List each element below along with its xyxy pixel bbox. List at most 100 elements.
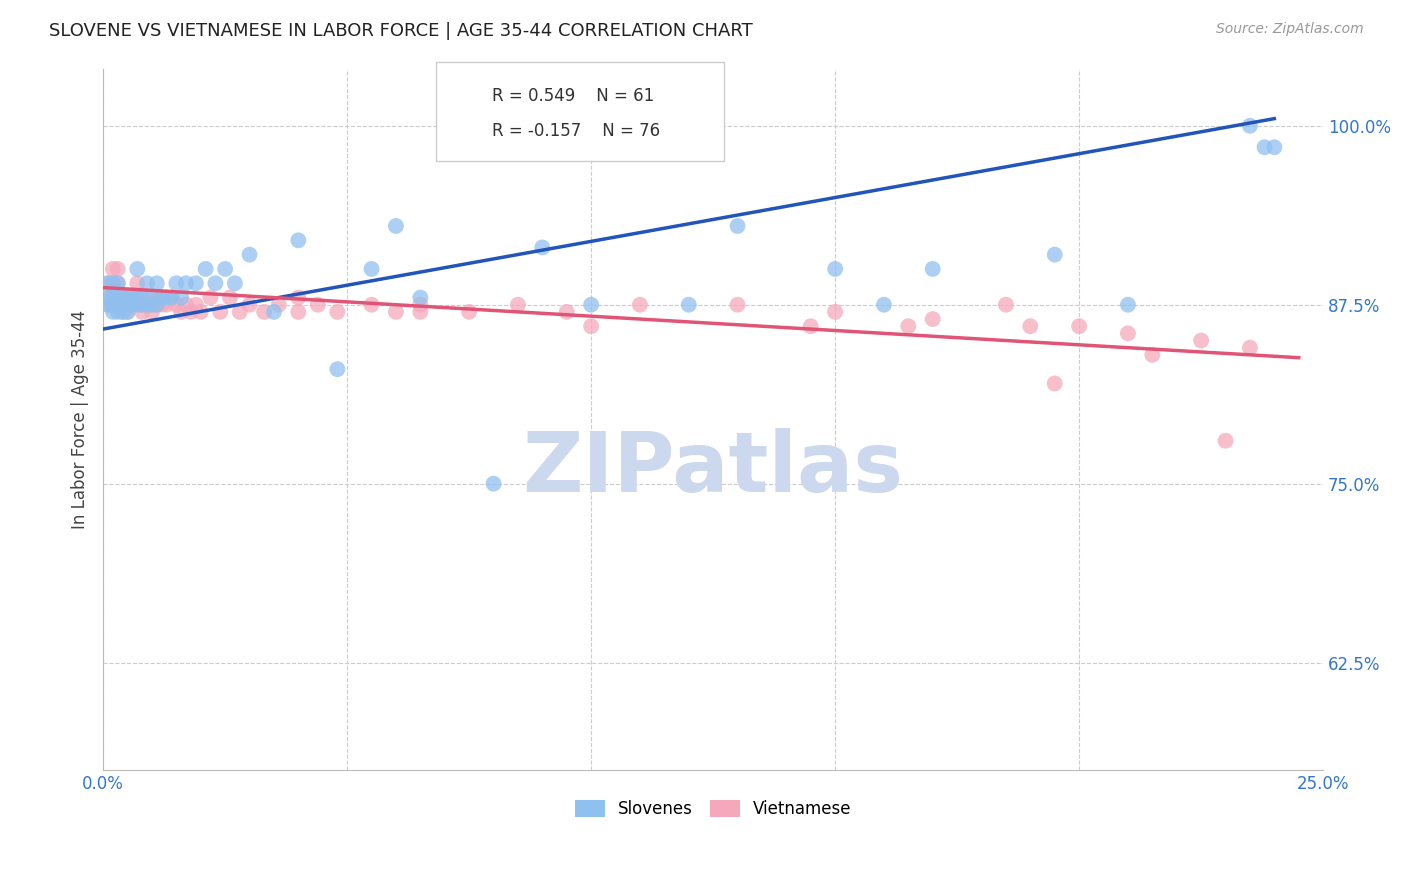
Text: Source: ZipAtlas.com: Source: ZipAtlas.com	[1216, 22, 1364, 37]
Point	[727, 298, 749, 312]
Point	[107, 298, 129, 312]
Point	[204, 277, 226, 291]
Point	[111, 291, 134, 305]
Point	[121, 291, 143, 305]
Point	[131, 291, 153, 305]
Point	[127, 298, 149, 312]
Point	[150, 298, 173, 312]
Point	[121, 298, 143, 312]
Point	[107, 298, 129, 312]
Point	[326, 305, 349, 319]
Point	[409, 298, 432, 312]
Point	[170, 291, 193, 305]
Point	[136, 277, 159, 291]
Point	[824, 305, 846, 319]
Point	[579, 298, 602, 312]
Point	[117, 305, 139, 319]
Point	[727, 219, 749, 233]
Point	[190, 305, 212, 319]
Text: R = -0.157    N = 76: R = -0.157 N = 76	[492, 122, 661, 140]
Point	[136, 298, 159, 312]
Point	[131, 298, 153, 312]
Point	[921, 312, 943, 326]
Point	[136, 298, 159, 312]
Point	[97, 291, 120, 305]
Point	[97, 298, 120, 312]
Point	[127, 277, 149, 291]
Point	[214, 262, 236, 277]
Point	[229, 305, 252, 319]
Text: SLOVENE VS VIETNAMESE IN LABOR FORCE | AGE 35-44 CORRELATION CHART: SLOVENE VS VIETNAMESE IN LABOR FORCE | A…	[49, 22, 754, 40]
Text: ZIPatlas: ZIPatlas	[523, 428, 904, 508]
Point	[117, 298, 139, 312]
Point	[165, 277, 187, 291]
Point	[1043, 376, 1066, 391]
Point	[101, 305, 124, 319]
Point	[1189, 334, 1212, 348]
Point	[155, 291, 177, 305]
Point	[107, 298, 129, 312]
Point	[224, 277, 246, 291]
Point	[209, 305, 232, 319]
Point	[1253, 140, 1275, 154]
Point	[555, 305, 578, 319]
Point	[97, 277, 120, 291]
Point	[117, 291, 139, 305]
Point	[155, 298, 177, 312]
Point	[360, 298, 382, 312]
Point	[360, 262, 382, 277]
Point	[160, 291, 183, 305]
Point	[107, 291, 129, 305]
Point	[385, 219, 408, 233]
Point	[141, 298, 163, 312]
Point	[174, 298, 197, 312]
Point	[531, 240, 554, 254]
Point	[107, 262, 129, 277]
Point	[127, 291, 149, 305]
Point	[219, 291, 242, 305]
Point	[326, 362, 349, 376]
Point	[238, 247, 260, 261]
Point	[409, 291, 432, 305]
Point	[921, 262, 943, 277]
Point	[146, 298, 169, 312]
Point	[121, 291, 143, 305]
Point	[238, 298, 260, 312]
Point	[127, 298, 149, 312]
Point	[107, 277, 129, 291]
Point	[136, 291, 159, 305]
Point	[180, 305, 202, 319]
Point	[184, 298, 207, 312]
Point	[107, 277, 129, 291]
Legend: Slovenes, Vietnamese: Slovenes, Vietnamese	[568, 793, 858, 825]
Point	[628, 298, 651, 312]
Point	[165, 298, 187, 312]
Point	[200, 291, 222, 305]
Point	[150, 291, 173, 305]
Point	[1142, 348, 1164, 362]
Point	[409, 305, 432, 319]
Point	[111, 298, 134, 312]
Point	[160, 291, 183, 305]
Point	[97, 291, 120, 305]
Point	[101, 277, 124, 291]
Point	[287, 233, 309, 247]
Point	[267, 298, 290, 312]
Point	[194, 262, 217, 277]
Point	[111, 298, 134, 312]
Point	[184, 277, 207, 291]
Point	[141, 305, 163, 319]
Point	[121, 298, 143, 312]
Point	[1239, 119, 1261, 133]
Point	[458, 305, 481, 319]
Point	[1043, 247, 1066, 261]
Text: R = 0.549    N = 61: R = 0.549 N = 61	[492, 87, 654, 104]
Point	[101, 298, 124, 312]
Point	[1116, 298, 1139, 312]
Point	[287, 291, 309, 305]
Point	[307, 298, 329, 312]
Point	[824, 262, 846, 277]
Point	[127, 291, 149, 305]
Point	[482, 476, 505, 491]
Point	[287, 305, 309, 319]
